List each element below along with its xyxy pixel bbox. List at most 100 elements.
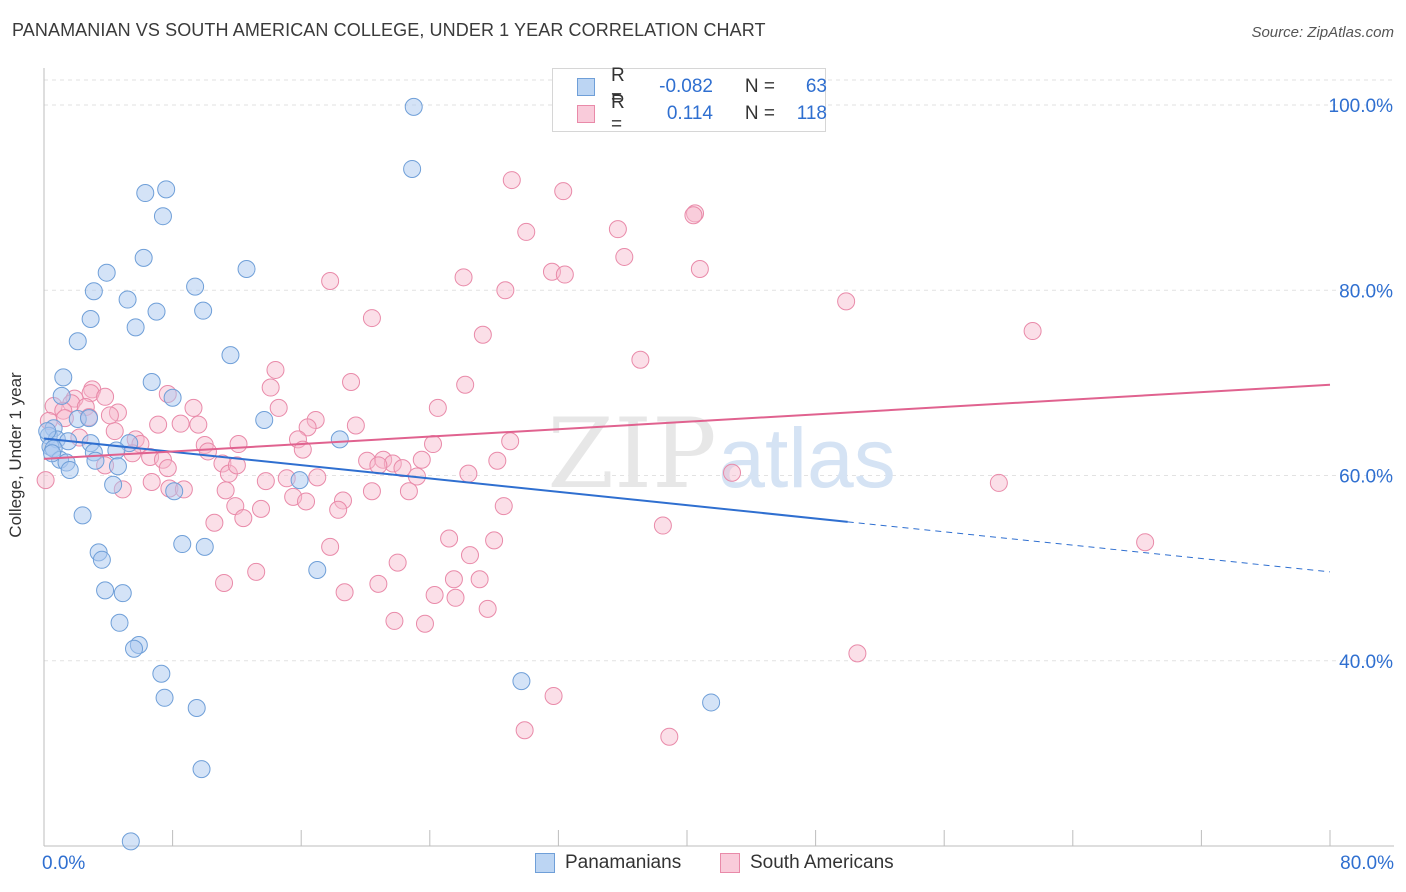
panamanian-point bbox=[52, 386, 71, 405]
panamanian-point bbox=[60, 460, 79, 479]
south-american-point bbox=[329, 500, 348, 519]
r-label: R = bbox=[611, 92, 625, 135]
south-american-point bbox=[36, 471, 55, 490]
panamanian-point bbox=[147, 302, 166, 321]
south-american-point bbox=[308, 468, 327, 487]
panamanian-point bbox=[73, 506, 92, 525]
panamanian-point bbox=[192, 760, 211, 779]
south-american-point bbox=[470, 570, 489, 589]
south-american-point bbox=[608, 220, 627, 239]
south-american-point bbox=[342, 372, 361, 391]
legend-label-panamanians: Panamanians bbox=[565, 852, 682, 873]
panamanian-point bbox=[113, 584, 132, 603]
south-american-point bbox=[415, 614, 434, 633]
panamanian-point bbox=[308, 560, 327, 579]
legend-item-panamanians[interactable]: Panamanians bbox=[535, 852, 681, 874]
south-american-point bbox=[501, 432, 520, 451]
south-american-point bbox=[321, 537, 340, 556]
south-american-point bbox=[346, 416, 365, 435]
panamanian-point bbox=[165, 482, 184, 501]
south-american-point bbox=[198, 442, 217, 461]
panamanians-trend-line bbox=[43, 437, 848, 523]
south-american-point bbox=[454, 268, 473, 287]
south-american-point bbox=[369, 574, 388, 593]
stats-legend: R = -0.082 N = 63 R = 0.114 N = 118 bbox=[552, 65, 827, 135]
x-axis-max-label: 80.0% bbox=[1340, 853, 1394, 874]
r-label: R = bbox=[611, 65, 625, 108]
panamanian-point bbox=[38, 422, 57, 441]
south-american-point bbox=[149, 415, 168, 434]
south-american-point bbox=[723, 463, 742, 482]
south-american-point bbox=[496, 281, 515, 300]
south-american-point bbox=[460, 546, 479, 565]
south-american-point bbox=[261, 378, 280, 397]
south-american-point bbox=[213, 454, 232, 473]
south-american-point bbox=[81, 384, 100, 403]
south-american-point bbox=[515, 721, 534, 740]
r-value: -0.082 bbox=[659, 76, 713, 97]
south-american-point bbox=[653, 516, 672, 535]
panamanian-point bbox=[512, 672, 531, 691]
south-american-point bbox=[105, 422, 124, 441]
south-american-point bbox=[171, 414, 190, 433]
panamanian-point bbox=[153, 207, 172, 226]
south-american-point bbox=[848, 644, 867, 663]
panamanian-point bbox=[121, 832, 140, 851]
panamanian-point bbox=[134, 248, 153, 267]
south-american-point bbox=[227, 456, 246, 475]
r-value: 0.114 bbox=[666, 103, 713, 124]
south-american-point bbox=[383, 454, 402, 473]
panamanian-point bbox=[155, 688, 174, 707]
y-tick-label: 40.0% bbox=[1339, 652, 1393, 673]
watermark-zip: ZIP bbox=[547, 398, 716, 510]
panamanians-swatch bbox=[535, 853, 555, 873]
n-value: 63 bbox=[805, 76, 827, 97]
chart-title: PANAMANIAN VS SOUTH AMERICAN COLLEGE, UN… bbox=[12, 20, 766, 40]
panamanian-point bbox=[118, 290, 137, 309]
panamanian-point bbox=[163, 388, 182, 407]
panamanian-point bbox=[255, 410, 274, 429]
south-american-point bbox=[1136, 533, 1155, 552]
panamanian-point bbox=[142, 372, 161, 391]
panamanian-point bbox=[97, 263, 116, 282]
south-americans-swatch bbox=[577, 105, 595, 123]
south-american-point bbox=[424, 435, 443, 454]
south-american-point bbox=[425, 586, 444, 605]
south-american-point bbox=[358, 451, 377, 470]
south-american-point bbox=[298, 418, 317, 437]
panamanian-point bbox=[54, 368, 73, 387]
south-american-point bbox=[321, 272, 340, 291]
panamanian-point bbox=[68, 332, 87, 351]
south-american-point bbox=[333, 491, 352, 510]
south-american-point bbox=[100, 406, 119, 425]
south-american-point bbox=[502, 171, 521, 190]
panamanian-point bbox=[404, 97, 423, 116]
south-american-point bbox=[485, 531, 504, 550]
panamanian-point bbox=[195, 537, 214, 556]
panamanian-point bbox=[221, 346, 240, 365]
y-axis-label: College, Under 1 year bbox=[6, 372, 25, 538]
panamanian-point bbox=[702, 693, 721, 712]
panamanian-point bbox=[187, 698, 206, 717]
south-american-point bbox=[555, 265, 574, 284]
south-american-point bbox=[335, 583, 354, 602]
south-americans-trend-line bbox=[43, 383, 1331, 460]
panamanian-point bbox=[108, 457, 127, 476]
south-american-point bbox=[362, 309, 381, 328]
y-tick-labels: 40.0% 60.0% 80.0% 100.0% bbox=[1329, 96, 1394, 673]
south-american-point bbox=[142, 473, 161, 492]
n-label: N = bbox=[744, 103, 775, 124]
n-label: N = bbox=[744, 76, 775, 97]
y-tick-label: 100.0% bbox=[1329, 96, 1394, 117]
panamanian-point bbox=[157, 180, 176, 199]
south-american-point bbox=[517, 222, 536, 241]
panamanian-point bbox=[136, 184, 155, 203]
south-american-point bbox=[385, 611, 404, 630]
south-american-point bbox=[544, 686, 563, 705]
south-american-point bbox=[631, 350, 650, 369]
south-americans-swatch bbox=[720, 853, 740, 873]
legend-label-south-americans: South Americans bbox=[750, 852, 894, 873]
south-american-point bbox=[456, 375, 475, 394]
south-american-point bbox=[388, 553, 407, 572]
legend-item-south-americans[interactable]: South Americans bbox=[720, 852, 894, 874]
